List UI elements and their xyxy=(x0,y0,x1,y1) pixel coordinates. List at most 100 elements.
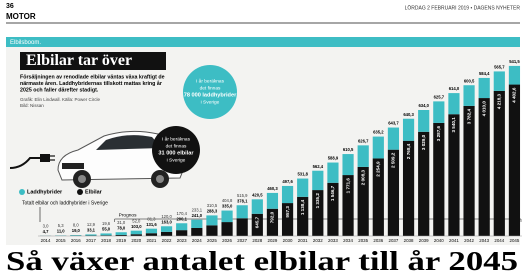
bar-segment xyxy=(494,71,505,90)
bar-segment xyxy=(358,145,369,167)
value-label: 2 509,2 xyxy=(391,152,396,168)
x-tick-label: 2033 xyxy=(328,238,338,243)
bar-segment xyxy=(176,223,187,230)
bar-segment xyxy=(206,225,217,236)
value-label: 460,3 xyxy=(267,186,278,191)
headline: Så växer antalet elbilar till år 2045 xyxy=(6,246,518,276)
value-label: 4,7 xyxy=(43,229,49,234)
value-label: 1 546,7 xyxy=(330,185,335,201)
value-label: 531,8 xyxy=(297,172,308,177)
page: 36 MOTOR LÖRDAG 2 FEBRUARI 2019 • DAGENS… xyxy=(0,0,526,280)
bar-segment xyxy=(237,205,248,218)
value-label: 31,0 xyxy=(117,220,126,225)
x-tick-label: 2019 xyxy=(116,238,126,243)
value-label: 33,1 xyxy=(87,228,96,233)
x-tick-label: 2045 xyxy=(510,238,520,243)
bar-segment xyxy=(116,232,127,235)
value-label: 8,0 xyxy=(73,223,79,228)
x-tick-label: 2036 xyxy=(373,238,383,243)
x-tick-label: 2025 xyxy=(207,238,217,243)
bar-segment xyxy=(509,66,520,85)
value-label: 103,0 xyxy=(131,224,142,229)
dateline: LÖRDAG 2 FEBRUARI 2019 • DAGENS NYHETER xyxy=(405,4,521,11)
annotation-text: I år beräknas xyxy=(162,135,191,142)
x-tick-label: 2028 xyxy=(252,238,262,243)
value-label: 5,3 xyxy=(58,223,64,228)
x-tick-label: 2035 xyxy=(358,238,368,243)
value-label: 515,9 xyxy=(237,193,248,198)
value-label: 643,7 xyxy=(388,121,399,126)
value-label: 4 402,6 xyxy=(512,87,517,103)
bar-segment xyxy=(252,199,263,213)
value-label: 288,3 xyxy=(207,209,218,214)
bar-segment xyxy=(146,233,157,236)
kicker: Elbilsboom. xyxy=(10,40,41,46)
x-tick-label: 2018 xyxy=(101,238,111,243)
x-tick-label: 2014 xyxy=(41,238,51,243)
bar-segment xyxy=(388,128,399,150)
value-label: 600,5 xyxy=(464,78,475,83)
value-label: 3 029,0 xyxy=(421,134,426,150)
x-tick-label: 2034 xyxy=(343,238,353,243)
x-tick-label: 2030 xyxy=(283,238,293,243)
annotation-text: 31 000 elbilar xyxy=(158,150,194,156)
bar-segment xyxy=(479,98,490,236)
bar-segment xyxy=(191,220,202,228)
x-tick-label: 2024 xyxy=(192,238,202,243)
bar-segment xyxy=(206,215,217,225)
x-tick-label: 2027 xyxy=(237,238,247,243)
bar-segment xyxy=(191,228,202,236)
value-label: 3 782,4 xyxy=(466,108,471,124)
value-label: 4 010,0 xyxy=(481,101,486,117)
subtitle-line: Försäljningen av renodlade elbilar vänta… xyxy=(20,74,165,80)
bar-segment xyxy=(448,93,459,114)
value-label: 635,2 xyxy=(373,130,384,135)
value-label: 19,0 xyxy=(72,228,81,233)
value-label: 625,7 xyxy=(434,94,445,99)
value-label: 610,5 xyxy=(343,147,354,152)
value-label: 81,3 xyxy=(147,216,156,221)
value-label: 12,9 xyxy=(87,222,96,227)
value-label: 241,0 xyxy=(192,213,203,218)
value-label: 78,0 xyxy=(117,225,126,230)
annotation-text: 78 000 laddhybrider xyxy=(184,92,237,98)
annotation-text: i Sverige xyxy=(167,157,186,163)
subtitle-line: 2025 och faller därefter stadigt. xyxy=(20,87,99,93)
x-tick-label: 2021 xyxy=(147,238,157,243)
subtitle-line: närmaste åren. Laddhybridernas tillskott… xyxy=(20,80,162,87)
x-tick-label: 2023 xyxy=(177,238,187,243)
value-label: 131,6 xyxy=(146,222,157,227)
bar-segment xyxy=(131,231,142,235)
bar-segment xyxy=(267,193,278,209)
value-label: 170,4 xyxy=(176,211,187,216)
x-tick-label: 2041 xyxy=(449,238,459,243)
value-label: 497,6 xyxy=(282,179,293,184)
section: MOTOR xyxy=(6,12,36,21)
x-tick-label: 2038 xyxy=(404,238,414,243)
legend-label: Elbilar xyxy=(85,189,103,195)
value-label: 404,8 xyxy=(222,198,233,203)
bar-segment xyxy=(342,154,353,175)
value-label: 4 218,3 xyxy=(497,93,502,109)
bar-segment xyxy=(221,222,232,236)
value-label: 19,6 xyxy=(102,221,111,226)
bar-segment xyxy=(161,232,172,236)
value-label: 1 335,2 xyxy=(315,193,320,209)
bar-segment xyxy=(463,85,474,106)
value-label: 233,1 xyxy=(192,207,203,212)
bar-segment xyxy=(146,229,157,234)
bar-segment xyxy=(161,226,172,232)
bar-segment xyxy=(479,78,490,98)
x-tick-label: 2039 xyxy=(419,238,429,243)
annotation-text: I år beräknas xyxy=(196,77,225,84)
legend-swatch xyxy=(19,189,25,195)
value-label: 541,5 xyxy=(509,59,520,64)
value-label: 957,3 xyxy=(285,206,290,218)
bar-segment xyxy=(509,85,520,236)
value-label: 3 287,6 xyxy=(436,125,441,141)
value-label: 562,4 xyxy=(313,164,324,169)
value-label: 626,7 xyxy=(358,138,369,143)
x-tick-label: 2044 xyxy=(494,238,504,243)
value-label: 634,0 xyxy=(418,103,429,108)
legend-label: Laddhybrider xyxy=(27,189,63,195)
